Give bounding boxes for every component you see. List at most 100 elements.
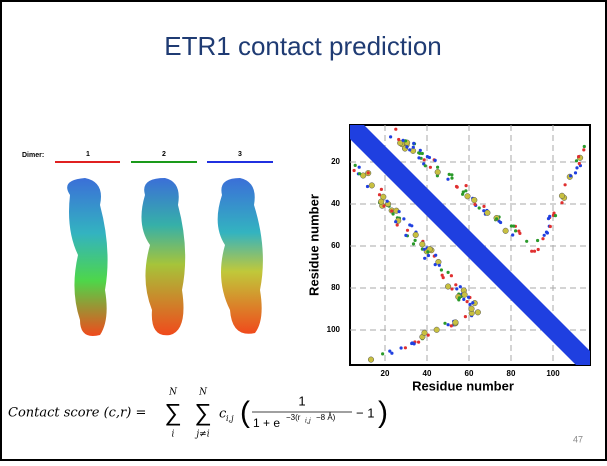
formula-exponent-sub: i,j: [305, 418, 311, 425]
contact-dot: [417, 156, 420, 159]
contact-dot: [406, 229, 409, 232]
contact-dot: [575, 166, 578, 169]
contact-dot: [514, 229, 517, 232]
contact-dot: [353, 169, 356, 172]
contact-dot: [386, 200, 389, 203]
contact-dot: [419, 149, 422, 152]
contact-dot: [420, 242, 426, 248]
contact-dot: [423, 257, 426, 260]
contact-dot: [398, 210, 401, 213]
contact-dot: [473, 203, 476, 206]
dimer-item: 2: [162, 151, 166, 158]
formula-tail: − 1: [356, 405, 374, 420]
formula-lhs: Contact score (c,r) =: [8, 406, 146, 421]
contact-dot: [402, 139, 405, 142]
dimer-item: 3: [238, 151, 242, 158]
formula-sum-top: N: [168, 388, 178, 398]
contact-dot: [402, 217, 405, 220]
contact-dot: [421, 152, 424, 155]
formula-exponent: −8 Å): [316, 413, 336, 422]
contact-dot: [434, 159, 437, 162]
contact-dot: [367, 171, 370, 174]
contact-dot: [450, 287, 453, 290]
contact-dot: [413, 342, 416, 345]
contact-dot: [450, 274, 453, 277]
contact-dot: [464, 315, 467, 318]
contact-map: [350, 125, 590, 365]
contact-dot: [471, 301, 474, 304]
x-axis-label: Residue number: [412, 378, 514, 393]
dimer-item: 1: [86, 151, 90, 158]
contact-dot: [394, 220, 397, 223]
contact-dot: [422, 330, 428, 336]
contact-dot: [511, 233, 514, 236]
contact-dot: [503, 228, 509, 234]
contact-dot: [462, 292, 468, 298]
contact-dot: [396, 223, 399, 226]
contact-dot: [465, 194, 471, 200]
contact-dot: [397, 138, 400, 141]
contact-dot: [517, 230, 520, 233]
contact-dot: [482, 205, 485, 208]
contact-dot: [438, 264, 441, 267]
contact-dot: [434, 263, 437, 266]
contact-dot: [447, 271, 450, 274]
contact-dot: [440, 268, 443, 271]
x-tick-label: 40: [423, 369, 432, 378]
contact-dot: [512, 225, 515, 228]
contact-dot: [575, 159, 578, 162]
contact-dot: [360, 173, 366, 179]
contact-dot: [577, 155, 580, 158]
contact-dot: [434, 254, 437, 257]
contact-dot: [410, 148, 416, 154]
contact-dot: [545, 231, 548, 234]
contact-dot: [482, 209, 485, 212]
contact-dot: [423, 248, 426, 251]
contact-dot: [457, 298, 460, 301]
contact-dot: [369, 183, 375, 189]
contact-dot: [408, 223, 411, 226]
formula-sum-bottom: j≠i: [194, 430, 209, 440]
contact-dot: [450, 177, 453, 180]
contact-dot: [448, 173, 451, 176]
x-tick-label: 100: [546, 369, 560, 378]
slide-title: ETR1 contact prediction: [164, 31, 441, 61]
contact-dot: [390, 209, 393, 212]
contact-dot: [549, 225, 552, 228]
contact-dot: [427, 254, 430, 257]
contact-dot: [446, 178, 449, 181]
slide: ETR1 contact prediction Dimer: 1 2 3 Res…: [0, 0, 607, 461]
x-tick-label: 80: [507, 369, 516, 378]
contact-dot: [541, 237, 544, 240]
contact-dot: [478, 206, 481, 209]
contact-dot: [404, 234, 407, 237]
contact-dot: [560, 201, 563, 204]
contact-dot: [455, 287, 458, 290]
contact-dot: [381, 352, 384, 355]
contact-dot: [435, 169, 441, 175]
contact-dot: [569, 174, 572, 177]
contact-dot: [408, 148, 411, 151]
formula-coef-sub: i,j: [226, 414, 234, 423]
contact-dot: [450, 173, 453, 176]
x-tick-label: 20: [381, 369, 390, 378]
contact-dot: [434, 327, 440, 333]
contact-dot: [548, 215, 551, 218]
contact-dot: [442, 276, 445, 279]
dimer-label: Dimer:: [22, 152, 44, 159]
contact-dot: [499, 221, 502, 224]
y-tick-label: 100: [327, 325, 341, 334]
contact-dot: [475, 310, 481, 316]
formula-exponent: −3(r: [286, 413, 301, 422]
contact-dot: [554, 214, 557, 217]
contact-dot: [368, 357, 374, 363]
contact-dot: [459, 285, 462, 288]
y-tick-label: 40: [331, 199, 340, 208]
helix-structures: [67, 178, 263, 336]
contact-dot: [447, 323, 450, 326]
formula-sigma: ∑: [164, 399, 181, 426]
contact-dot: [530, 250, 533, 253]
contact-dot: [485, 210, 491, 216]
contact-dot: [537, 248, 540, 251]
contact-dot: [543, 234, 546, 237]
